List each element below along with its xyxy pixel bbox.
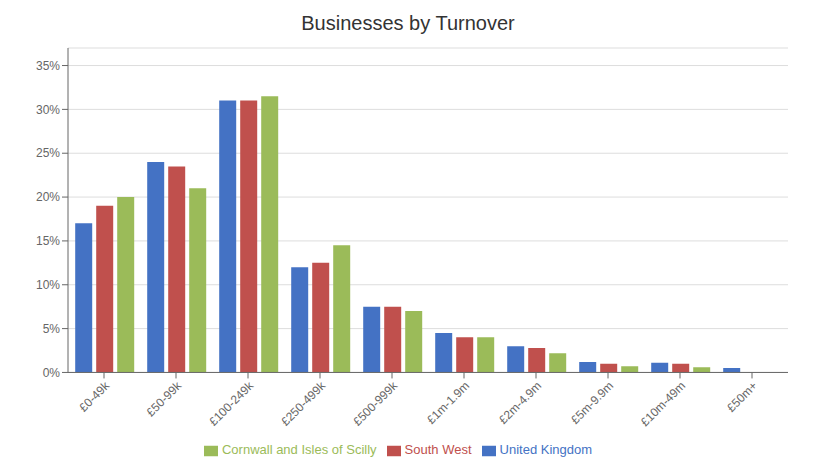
html-text:Businesses by Turnover: Businesses by Turnover bbox=[301, 12, 515, 34]
svg-text:£5m-9.9m: £5m-9.9m bbox=[568, 379, 616, 427]
svg-text:£10m-49m: £10m-49m bbox=[638, 379, 688, 429]
svg-text:5%: 5% bbox=[43, 322, 61, 336]
svg-text:£50m+: £50m+ bbox=[724, 379, 760, 415]
svg-text:20%: 20% bbox=[36, 190, 60, 204]
svg-text:10%: 10% bbox=[36, 278, 60, 292]
svg-text:£0-49k: £0-49k bbox=[76, 378, 113, 415]
svg-text:£500-999k: £500-999k bbox=[350, 378, 401, 429]
html-text:United Kingdom: United Kingdom bbox=[499, 442, 592, 458]
svg-text:35%: 35% bbox=[36, 59, 60, 73]
svg-text:25%: 25% bbox=[36, 146, 60, 160]
html-text:Cornwall and Isles of Scilly: Cornwall and Isles of Scilly bbox=[222, 442, 377, 458]
svg-text:0%: 0% bbox=[43, 366, 61, 380]
svg-text:15%: 15% bbox=[36, 234, 60, 248]
html-text:South West: South West bbox=[404, 442, 472, 458]
svg-text:£2m-4.9m: £2m-4.9m bbox=[496, 379, 544, 427]
svg-text:30%: 30% bbox=[36, 103, 60, 117]
svg-text:£50-99k: £50-99k bbox=[144, 378, 185, 419]
svg-text:£1m-1.9m: £1m-1.9m bbox=[424, 379, 472, 427]
svg-text:£250-499k: £250-499k bbox=[278, 378, 329, 429]
svg-text:£100-249k: £100-249k bbox=[206, 378, 257, 429]
